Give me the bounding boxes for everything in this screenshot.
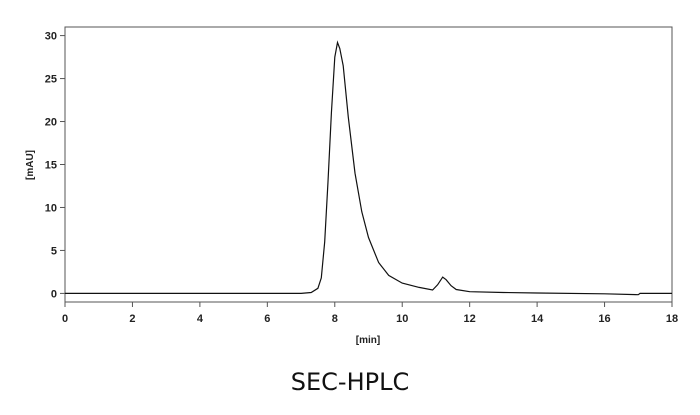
chromatogram-trace xyxy=(65,40,672,296)
x-tick-label: 8 xyxy=(332,313,338,325)
y-axis: 0 5 10 15 20 25 30 xyxy=(45,31,65,300)
x-tick-label: 18 xyxy=(666,313,678,325)
y-tick-label: 5 xyxy=(51,245,57,257)
y-tick-label: 15 xyxy=(45,160,57,172)
x-axis-label: [min] xyxy=(356,335,380,346)
x-tick-label: 16 xyxy=(598,313,610,325)
y-tick-label: 25 xyxy=(45,74,57,86)
x-tick-label: 10 xyxy=(396,313,408,325)
x-tick-label: 12 xyxy=(464,313,476,325)
x-tick-label: 6 xyxy=(264,313,270,325)
y-tick-label: 20 xyxy=(45,117,57,129)
y-tick-label: 30 xyxy=(45,31,57,43)
x-tick-label: 0 xyxy=(62,313,68,325)
chart-caption: SEC-HPLC xyxy=(290,368,410,396)
y-tick-label: 0 xyxy=(51,288,57,300)
x-tick-label: 14 xyxy=(531,313,544,325)
y-tick-label: 10 xyxy=(45,202,57,214)
x-tick-label: 2 xyxy=(129,313,135,325)
y-axis-label: [mAU] xyxy=(25,150,36,180)
plot-frame xyxy=(64,26,673,303)
x-axis: 0 2 4 6 8 10 12 14 16 18 xyxy=(62,302,678,325)
x-tick-label: 4 xyxy=(197,313,204,325)
